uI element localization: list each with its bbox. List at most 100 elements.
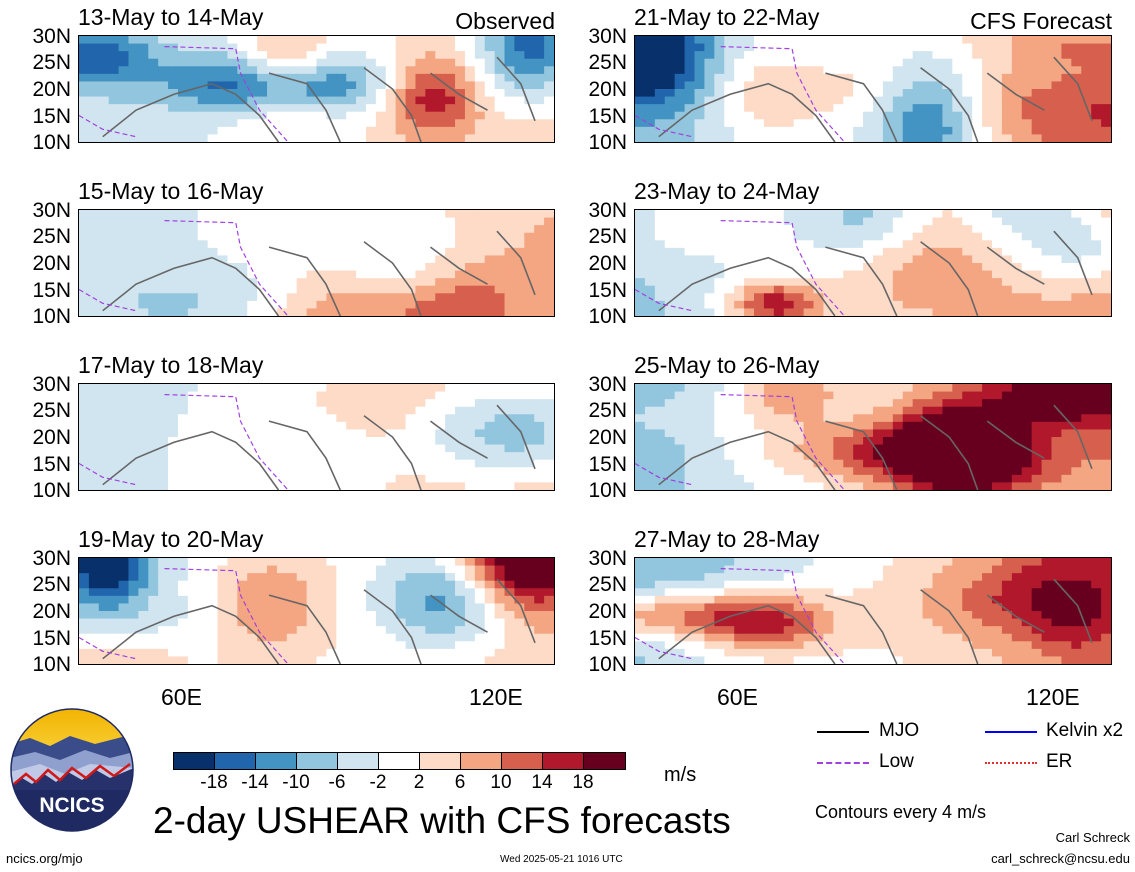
shear-cell	[544, 111, 554, 120]
shear-cell	[674, 399, 686, 408]
shear-cell	[336, 421, 347, 431]
shear-cell	[237, 119, 248, 128]
shear-cell	[912, 73, 924, 83]
shear-cell	[227, 285, 238, 294]
shear-cell	[385, 558, 397, 567]
shear-cell	[455, 96, 466, 105]
shear-cell	[684, 482, 696, 490]
shear-cell	[514, 225, 525, 234]
shear-cell	[128, 58, 139, 67]
shear-cell	[1061, 119, 1072, 128]
shear-cell	[306, 391, 318, 400]
shear-cell	[346, 558, 357, 567]
shear-cell	[286, 633, 298, 642]
shear-cell	[972, 452, 983, 461]
shear-cell	[773, 421, 785, 431]
shear-cell	[754, 210, 765, 219]
shear-cell	[902, 66, 914, 75]
shear-cell	[1061, 421, 1072, 431]
shear-cell	[1091, 255, 1102, 264]
shear-cell	[902, 384, 914, 393]
shear-cell	[873, 43, 884, 52]
shear-cell	[724, 111, 735, 120]
shear-cell	[514, 573, 525, 582]
shear-cell	[694, 384, 706, 393]
shear-cell	[892, 300, 904, 310]
shear-cell	[793, 73, 805, 83]
shear-cell	[803, 437, 815, 446]
shear-cell	[158, 104, 169, 113]
shear-cell	[484, 459, 496, 468]
shear-cell	[336, 308, 347, 316]
shear-cell	[346, 618, 357, 627]
shear-cell	[684, 232, 696, 241]
shear-cell	[873, 474, 884, 484]
shear-cell	[932, 399, 944, 408]
shear-cell	[674, 558, 686, 567]
shear-cell	[267, 633, 278, 642]
shear-cell	[882, 111, 894, 120]
shear-cell	[773, 308, 785, 316]
shear-cell	[773, 580, 785, 589]
shear-cell	[1021, 558, 1033, 567]
shear-cell	[267, 626, 278, 635]
shear-cell	[902, 444, 914, 453]
shear-cell	[267, 595, 278, 605]
shear-cell	[98, 81, 110, 90]
shear-cell	[267, 210, 278, 219]
shear-cell	[207, 119, 219, 128]
shear-cell	[1051, 444, 1063, 453]
shear-cell	[534, 580, 545, 589]
shear-cell	[853, 308, 864, 316]
shear-cell	[514, 618, 525, 627]
shear-cell	[734, 104, 745, 113]
shear-cell	[385, 399, 397, 408]
shear-cell	[654, 73, 666, 83]
shear-cell	[108, 611, 120, 620]
shear-cell	[494, 232, 506, 241]
shear-cell	[882, 414, 894, 423]
shear-cell	[435, 406, 446, 415]
shear-cell	[88, 255, 100, 264]
shear-cell	[1051, 406, 1063, 415]
shear-cell	[187, 656, 199, 664]
shear-cell	[942, 399, 953, 408]
shear-cell	[1051, 51, 1063, 60]
shear-cell	[148, 66, 159, 75]
shear-cell	[326, 573, 337, 582]
shear-cell	[286, 452, 298, 461]
shear-cell	[177, 414, 189, 423]
shear-cell	[375, 263, 387, 272]
shear-cell	[257, 96, 268, 105]
shear-cell	[108, 633, 120, 642]
shear-cell	[197, 482, 209, 490]
shear-cell	[237, 104, 248, 113]
shear-cell	[296, 437, 308, 446]
shear-cell	[276, 263, 288, 272]
shear-cell	[1041, 406, 1053, 415]
shear-cell	[395, 293, 407, 302]
shear-cell	[148, 618, 159, 627]
shear-cell	[1061, 444, 1072, 453]
shear-cell	[882, 429, 894, 438]
shear-cell	[296, 210, 308, 219]
shear-cell	[952, 558, 963, 567]
shear-cell	[276, 43, 288, 52]
shear-cell	[664, 391, 676, 400]
shear-cell	[177, 73, 189, 83]
shear-cell	[754, 270, 765, 279]
shear-cell	[902, 399, 914, 408]
shear-cell	[375, 595, 387, 605]
shear-cell	[544, 474, 554, 484]
shear-cell	[276, 648, 288, 658]
shear-cell	[435, 459, 446, 468]
shear-cell	[664, 300, 676, 310]
shear-cell	[882, 444, 894, 453]
shear-cell	[296, 51, 308, 60]
shear-cell	[128, 618, 139, 627]
shear-cell	[98, 482, 110, 490]
shear-cell	[158, 225, 169, 234]
shear-cell	[654, 414, 666, 423]
shear-cell	[674, 452, 686, 461]
shear-cell	[306, 104, 318, 113]
